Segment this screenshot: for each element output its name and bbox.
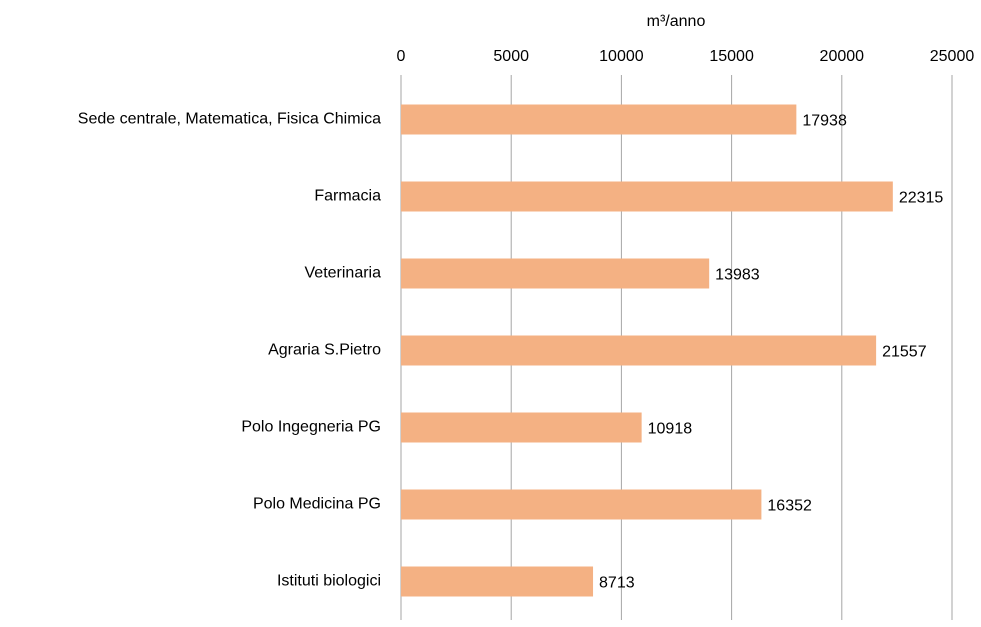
value-label: 21557 — [882, 344, 927, 361]
bar — [401, 489, 762, 520]
value-label: 17938 — [802, 113, 847, 130]
y-tick-label: Veterinaria — [305, 265, 382, 282]
value-label: 13983 — [715, 267, 760, 284]
value-label: 10918 — [648, 421, 693, 438]
x-tick-label: 10000 — [599, 48, 644, 65]
y-tick-label: Sede centrale, Matematica, Fisica Chimic… — [78, 111, 381, 128]
x-tick-label: 5000 — [493, 48, 529, 65]
bar — [401, 566, 594, 597]
bar — [401, 335, 877, 366]
x-tick-label: 0 — [397, 48, 406, 65]
value-label: 16352 — [767, 498, 812, 515]
bar — [401, 258, 710, 289]
y-tick-label: Farmacia — [314, 188, 381, 205]
x-tick-label: 20000 — [820, 48, 865, 65]
y-tick-label: Istituti biologici — [277, 573, 381, 590]
y-tick-label: Polo Medicina PG — [253, 496, 381, 513]
bar — [401, 412, 642, 443]
x-tick-label: 25000 — [930, 48, 975, 65]
bar — [401, 181, 893, 212]
x-tick-label: 15000 — [709, 48, 754, 65]
y-tick-label: Agraria S.Pietro — [268, 342, 381, 359]
y-tick-label: Polo Ingegneria PG — [241, 419, 381, 436]
value-label: 8713 — [599, 575, 635, 592]
value-label: 22315 — [899, 190, 944, 207]
bar — [401, 104, 797, 135]
x-axis-label: m³/anno — [647, 13, 706, 30]
